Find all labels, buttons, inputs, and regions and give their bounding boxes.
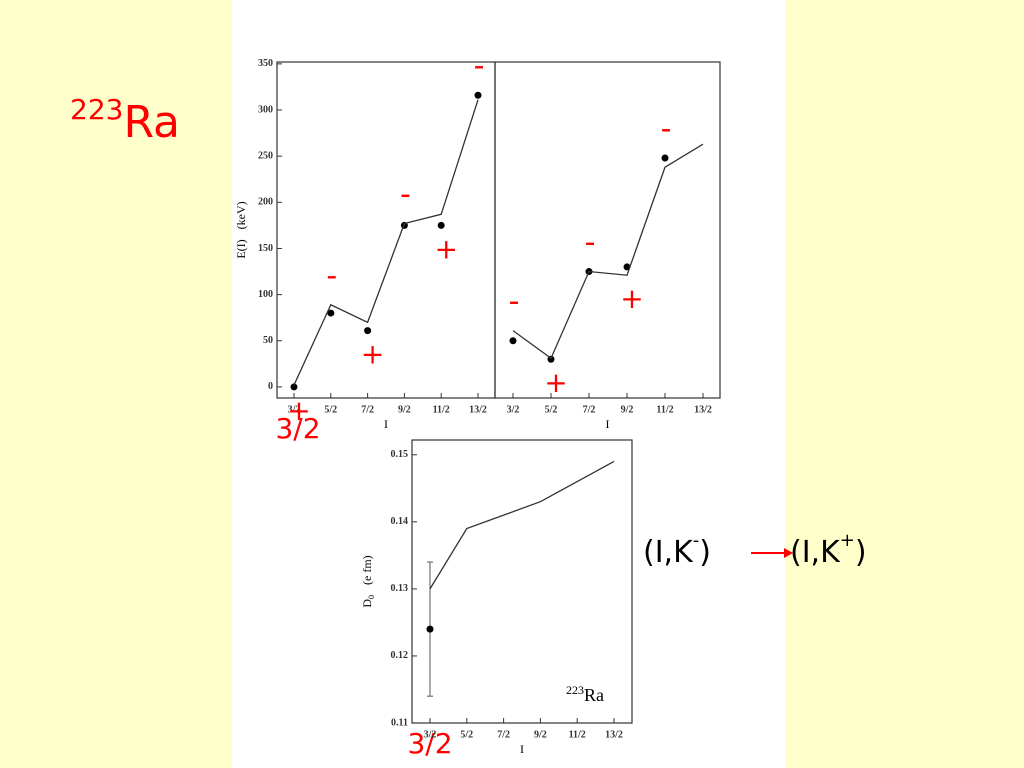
y-tick-label: 300 bbox=[258, 104, 273, 115]
x-tick-label: 7/2 bbox=[583, 404, 596, 415]
y-unit: (e fm) bbox=[360, 555, 374, 585]
x-tick-label: 3/2 bbox=[288, 404, 301, 415]
slide-title: 223Ra bbox=[70, 93, 180, 148]
spin-label: 3/2 bbox=[407, 727, 452, 760]
y-label: D bbox=[360, 599, 374, 608]
x-axis-label: I bbox=[520, 742, 524, 756]
x-tick-label: 7/2 bbox=[361, 404, 374, 415]
line bbox=[293, 99, 479, 386]
parity-label: + bbox=[434, 232, 457, 265]
parity-label: - bbox=[585, 225, 596, 260]
element: Ra bbox=[123, 97, 180, 148]
mass-number: 223 bbox=[70, 93, 123, 126]
parity-label: - bbox=[474, 49, 485, 84]
y-label-sub: 0 bbox=[367, 595, 376, 599]
y-tick-label: 250 bbox=[258, 150, 273, 161]
parity-label: - bbox=[326, 258, 337, 293]
plot-frame bbox=[411, 439, 633, 724]
x-axis-label: I bbox=[606, 417, 610, 431]
x-tick-label: 11/2 bbox=[569, 729, 586, 740]
transition-to: (I,K+) bbox=[790, 530, 867, 570]
sign: + bbox=[840, 530, 855, 551]
point bbox=[327, 309, 335, 317]
y-tick-label: 50 bbox=[263, 335, 273, 346]
x-tick-label: 11/2 bbox=[433, 404, 450, 415]
point bbox=[437, 221, 445, 229]
y-axis-label: D0 (e fm) bbox=[360, 555, 376, 607]
arrow-head bbox=[784, 548, 793, 558]
parity-label: + bbox=[361, 338, 384, 371]
transition-from: (I,K-) bbox=[643, 530, 711, 570]
parity-label: - bbox=[661, 112, 672, 147]
x-tick-label: 5/2 bbox=[545, 404, 558, 415]
point bbox=[661, 154, 669, 162]
parity-label: + bbox=[544, 366, 567, 399]
x-tick-label: 3/2 bbox=[507, 404, 520, 415]
x-tick-label: 9/2 bbox=[398, 404, 411, 415]
line bbox=[429, 460, 615, 590]
mass-number: 223 bbox=[566, 683, 584, 697]
y-tick-label: 150 bbox=[258, 243, 273, 254]
figure-panel bbox=[232, 0, 785, 768]
y-tick-label: 0 bbox=[268, 381, 273, 392]
x-tick-label: 13/2 bbox=[694, 404, 712, 415]
y-tick-label: 0.13 bbox=[391, 583, 409, 594]
x-tick-label: 11/2 bbox=[656, 404, 673, 415]
spin-label: 3/2 bbox=[275, 412, 320, 445]
point bbox=[364, 327, 372, 335]
point bbox=[426, 625, 434, 633]
parity-label: + bbox=[287, 394, 310, 427]
parity-label: - bbox=[400, 177, 411, 212]
parity-label: - bbox=[509, 284, 520, 319]
text: (I,K bbox=[643, 535, 694, 570]
x-tick-label: 13/2 bbox=[605, 729, 623, 740]
point bbox=[290, 383, 298, 391]
point bbox=[474, 91, 482, 99]
x-axis-label: I bbox=[384, 417, 388, 431]
x-tick-label: 5/2 bbox=[460, 729, 473, 740]
y-tick-label: 100 bbox=[258, 289, 273, 300]
x-tick-label: 3/2 bbox=[424, 729, 437, 740]
y-tick-label: 0.14 bbox=[391, 516, 409, 527]
x-tick-label: 13/2 bbox=[469, 404, 487, 415]
y-axis-label: E(I) (keV) bbox=[234, 201, 248, 258]
text: (I,K bbox=[790, 535, 841, 570]
y-tick-label: 0.15 bbox=[391, 449, 409, 460]
y-unit: (keV) bbox=[234, 201, 248, 229]
y-label: E(I) bbox=[234, 239, 248, 258]
line bbox=[512, 143, 704, 360]
element: Ra bbox=[584, 685, 604, 705]
x-tick-label: 9/2 bbox=[621, 404, 634, 415]
y-tick-label: 0.12 bbox=[391, 650, 409, 661]
text: ) bbox=[855, 535, 867, 570]
y-tick-label: 350 bbox=[258, 58, 273, 69]
plot-frame bbox=[494, 61, 721, 399]
x-tick-label: 5/2 bbox=[324, 404, 337, 415]
y-tick-label: 0.11 bbox=[391, 717, 408, 728]
y-tick-label: 200 bbox=[258, 197, 273, 208]
parity-label: + bbox=[620, 282, 643, 315]
chart-annotation: 223Ra bbox=[566, 683, 604, 705]
x-tick-label: 9/2 bbox=[534, 729, 547, 740]
sign: - bbox=[693, 530, 700, 551]
point bbox=[509, 337, 517, 345]
text: ) bbox=[699, 535, 711, 570]
x-tick-label: 7/2 bbox=[497, 729, 510, 740]
